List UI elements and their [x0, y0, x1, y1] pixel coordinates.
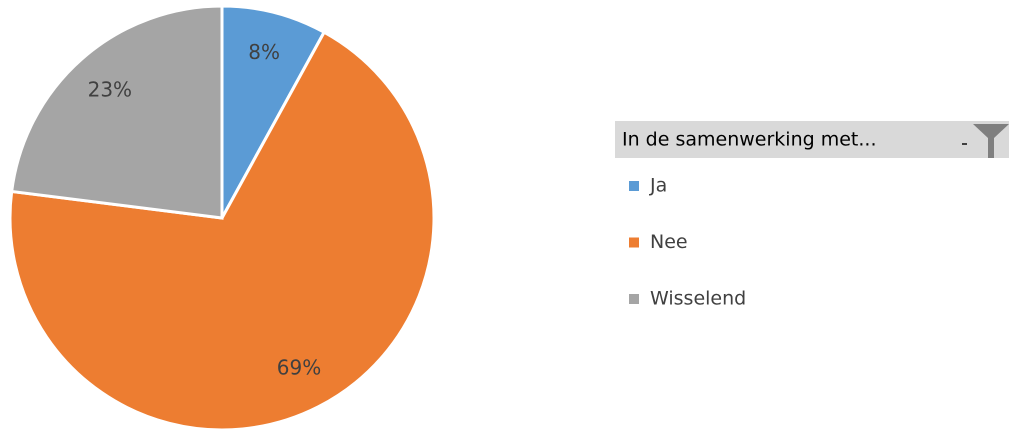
pie-slice: [8, 30, 436, 430]
legend-header: [615, 121, 1009, 158]
legend: In de samenwerking met... Ja Nee Wisselend: [615, 121, 1009, 310]
legend-swatch: [629, 294, 639, 304]
data-label: 69%: [277, 356, 321, 380]
pie-slice: [9, 4, 224, 220]
legend-label: Nee: [650, 231, 688, 253]
pie-slice: [220, 4, 327, 219]
legend-label: Wisselend: [650, 288, 746, 310]
data-label: 8%: [248, 40, 280, 64]
legend-swatch: [629, 237, 639, 248]
legend-title: In de samenwerking met...: [622, 129, 877, 151]
data-label: 23%: [88, 77, 132, 101]
filter-button[interactable]: [952, 121, 1009, 158]
legend-label: Ja: [649, 175, 667, 197]
pie: 8% 69% 23%: [8, 4, 436, 430]
legend-swatch: [629, 181, 639, 191]
